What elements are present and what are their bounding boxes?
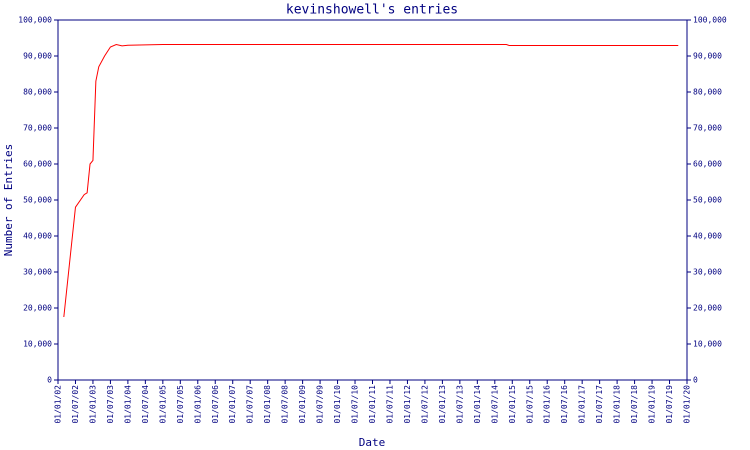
- x-tick-label: 01/01/13: [438, 385, 447, 424]
- x-axis-title: Date: [359, 436, 386, 449]
- x-tick-label: 01/07/06: [211, 385, 220, 424]
- x-tick-label: 01/07/11: [385, 385, 394, 424]
- x-tick-label: 01/07/10: [351, 385, 360, 424]
- y2-tick-label: 70,000: [693, 124, 722, 133]
- x-tick-label: 01/07/18: [630, 385, 639, 424]
- y2-tick-label: 30,000: [693, 268, 722, 277]
- y-tick-label: 30,000: [23, 268, 52, 277]
- x-tick-label: 01/07/05: [176, 385, 185, 424]
- x-tick-label: 01/01/10: [333, 385, 342, 424]
- x-tick-label: 01/01/17: [578, 385, 587, 424]
- x-tick-label: 01/07/04: [141, 385, 150, 424]
- x-tick-label: 01/01/18: [613, 385, 622, 424]
- x-tick-label: 01/07/03: [106, 385, 115, 424]
- y-tick-label: 90,000: [23, 52, 52, 61]
- x-tick-label: 01/01/08: [263, 385, 272, 424]
- y-tick-label: 80,000: [23, 88, 52, 97]
- x-tick-label: 01/01/04: [123, 385, 132, 424]
- y-tick-label: 0: [47, 376, 52, 385]
- x-tick-label: 01/07/12: [420, 385, 429, 424]
- x-tick-label: 01/07/07: [246, 385, 255, 424]
- x-tick-label: 01/01/19: [648, 385, 657, 424]
- x-tick-label: 01/07/09: [316, 385, 325, 424]
- x-tick-label: 01/01/02: [54, 385, 63, 424]
- x-tick-label: 01/07/08: [281, 385, 290, 424]
- x-tick-label: 01/01/12: [403, 385, 412, 424]
- y-tick-label: 70,000: [23, 124, 52, 133]
- x-tick-label: 01/07/15: [525, 385, 534, 424]
- y2-tick-label: 80,000: [693, 88, 722, 97]
- y-tick-label: 100,000: [18, 16, 52, 25]
- y-tick-label: 20,000: [23, 304, 52, 313]
- x-tick-label: 01/01/15: [508, 385, 517, 424]
- y2-tick-label: 50,000: [693, 196, 722, 205]
- x-tick-label: 01/07/19: [665, 385, 674, 424]
- y2-tick-label: 20,000: [693, 304, 722, 313]
- y-tick-label: 10,000: [23, 340, 52, 349]
- y-tick-label: 40,000: [23, 232, 52, 241]
- y2-tick-label: 40,000: [693, 232, 722, 241]
- x-tick-label: 01/07/17: [595, 385, 604, 424]
- x-tick-label: 01/01/09: [298, 385, 307, 424]
- x-tick-label: 01/07/13: [455, 385, 464, 424]
- x-tick-label: 01/01/06: [193, 385, 202, 424]
- x-tick-label: 01/01/14: [473, 385, 482, 424]
- x-tick-label: 01/07/02: [71, 385, 80, 424]
- y2-tick-label: 60,000: [693, 160, 722, 169]
- x-tick-label: 01/07/14: [490, 385, 499, 424]
- x-tick-label: 01/01/11: [368, 385, 377, 424]
- chart-title: kevinshowell's entries: [286, 3, 458, 18]
- x-tick-label: 01/07/16: [560, 385, 569, 424]
- x-tick-label: 01/01/03: [88, 385, 97, 424]
- plot-frame: [57, 19, 688, 381]
- y2-tick-label: 100,000: [693, 16, 727, 25]
- line-series: [63, 43, 679, 318]
- x-tick-label: 01/01/05: [158, 385, 167, 424]
- x-tick-label: 01/01/16: [543, 385, 552, 424]
- y2-tick-label: 90,000: [693, 52, 722, 61]
- y-tick-label: 50,000: [23, 196, 52, 205]
- y2-tick-label: 0: [693, 376, 698, 385]
- x-tick-label: 01/01/20: [683, 385, 692, 424]
- x-tick-label: 01/01/07: [228, 385, 237, 424]
- y-tick-label: 60,000: [23, 160, 52, 169]
- y-axis-title: Number of Entries: [2, 144, 15, 257]
- y2-tick-label: 10,000: [693, 340, 722, 349]
